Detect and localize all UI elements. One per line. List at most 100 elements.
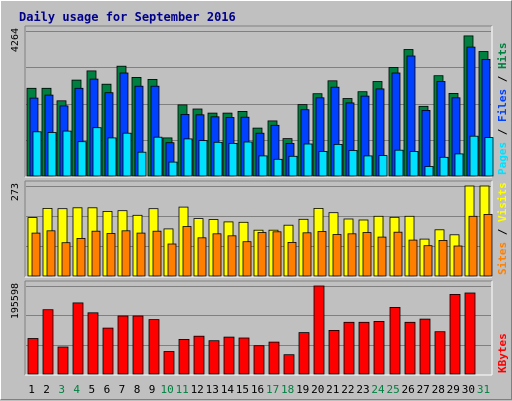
bar-sites-day-22: [347, 233, 357, 277]
legend-visits: Sites / Visits: [496, 182, 509, 275]
panel-requests: 4264 Pages / Files / Hits: [10, 25, 509, 178]
max-label-requests: 4264: [10, 28, 21, 52]
x-tick-label-day-19: 19: [296, 383, 309, 396]
bar-pages-day-15: [243, 141, 253, 177]
bar-sites-day-10: [167, 243, 177, 277]
bar-pages-day-25: [394, 149, 404, 177]
legend-entry: Pages: [496, 142, 509, 175]
bar-kbytes-day-24: [373, 320, 385, 375]
x-tick-label-day-26: 26: [401, 383, 414, 396]
x-tick-label-day-28: 28: [432, 383, 445, 396]
x-tick-label-day-3: 3: [58, 383, 65, 396]
x-tick-label-day-1: 1: [28, 383, 35, 396]
bar-sites-day-31: [483, 213, 493, 277]
bar-kbytes-day-25: [389, 306, 401, 375]
bar-kbytes-day-26: [404, 321, 416, 375]
x-tick-label-day-4: 4: [73, 383, 80, 396]
bar-sites-day-7: [121, 230, 131, 277]
bar-kbytes-day-27: [419, 318, 431, 375]
bar-pages-day-19: [303, 143, 313, 177]
bar-kbytes-day-21: [328, 329, 340, 375]
bar-kbytes-day-20: [313, 285, 325, 375]
bar-pages-day-10: [168, 161, 178, 177]
bar-pages-day-4: [77, 141, 87, 177]
bar-pages-day-26: [409, 151, 419, 177]
bar-pages-day-3: [62, 130, 72, 177]
bar-pages-day-22: [348, 150, 358, 177]
bar-pages-day-5: [92, 127, 102, 177]
bar-sites-day-27: [423, 245, 433, 277]
bar-kbytes-day-29: [449, 293, 461, 375]
bar-sites-day-17: [272, 231, 282, 277]
legend-entry: KBytes: [496, 333, 509, 373]
bar-pages-day-14: [228, 142, 238, 177]
x-tick-label-day-11: 11: [176, 383, 189, 396]
legend-entry: Visits: [496, 182, 509, 222]
legend-entry: Sites: [496, 242, 509, 275]
bar-pages-day-7: [122, 132, 132, 177]
legend-entry: /: [496, 122, 509, 142]
bar-sites-day-26: [408, 239, 418, 277]
bar-kbytes-day-30: [464, 292, 476, 375]
x-tick-label-day-24: 24: [371, 383, 385, 396]
max-label-kbytes: 195598: [10, 283, 21, 319]
x-tick-label-day-15: 15: [236, 383, 249, 396]
x-tick-label-day-10: 10: [160, 383, 173, 396]
legend-entry: Hits: [496, 43, 509, 70]
bar-sites-day-5: [91, 230, 101, 277]
x-tick-label-day-14: 14: [221, 383, 235, 396]
panel-kbytes: 195598 KBytes: [10, 280, 509, 376]
bar-sites-day-19: [302, 232, 312, 277]
bar-kbytes-day-17: [268, 341, 280, 375]
bar-kbytes-day-19: [298, 332, 310, 375]
x-tick-label-day-18: 18: [281, 383, 294, 396]
bar-pages-day-11: [183, 138, 193, 177]
x-tick-label-day-17: 17: [266, 383, 279, 396]
bar-kbytes-day-9: [148, 319, 160, 375]
x-tick-label-day-23: 23: [356, 383, 369, 396]
x-tick-label-day-22: 22: [341, 383, 354, 396]
x-tick-label-day-2: 2: [43, 383, 50, 396]
bar-pages-day-1: [32, 131, 42, 177]
x-tick-label-day-6: 6: [104, 383, 111, 396]
bar-sites-day-14: [227, 235, 237, 277]
bar-sites-day-28: [438, 239, 448, 277]
x-tick-label-day-20: 20: [311, 383, 324, 396]
bar-pages-day-30: [469, 135, 479, 177]
bar-kbytes-day-14: [223, 336, 235, 375]
x-tick-label-day-12: 12: [191, 383, 204, 396]
bar-sites-day-30: [468, 215, 478, 277]
bar-kbytes-day-10: [163, 351, 175, 375]
bar-kbytes-day-3: [57, 346, 69, 375]
bar-sites-day-21: [332, 234, 342, 277]
bar-kbytes-day-1: [27, 338, 39, 375]
bar-kbytes-day-8: [132, 315, 144, 375]
bar-pages-day-6: [107, 137, 117, 177]
bar-kbytes-day-15: [238, 337, 250, 375]
x-tick-label-day-8: 8: [134, 383, 141, 396]
bar-sites-day-3: [61, 242, 71, 277]
bar-pages-day-16: [258, 155, 268, 177]
bar-sites-day-2: [46, 230, 56, 277]
bar-pages-day-18: [288, 155, 298, 177]
bar-sites-day-18: [287, 241, 297, 277]
legend-kbytes: KBytes: [496, 333, 509, 373]
bar-pages-day-12: [198, 140, 208, 177]
bar-pages-day-21: [333, 143, 343, 177]
bar-sites-day-1: [31, 232, 41, 277]
bar-kbytes-day-7: [117, 315, 129, 375]
bar-sites-day-13: [212, 233, 222, 277]
bar-sites-day-24: [377, 236, 387, 277]
bar-kbytes-day-13: [208, 340, 220, 375]
bar-kbytes-day-2: [42, 309, 54, 375]
bar-pages-day-8: [137, 151, 147, 177]
legend-requests: Pages / Files / Hits: [496, 43, 509, 176]
bar-sites-day-6: [106, 233, 116, 277]
bar-kbytes-day-11: [178, 338, 190, 375]
bar-sites-day-29: [453, 245, 463, 277]
bar-pages-day-13: [213, 141, 223, 177]
bar-pages-day-24: [378, 155, 388, 177]
bar-kbytes-day-22: [343, 321, 355, 375]
